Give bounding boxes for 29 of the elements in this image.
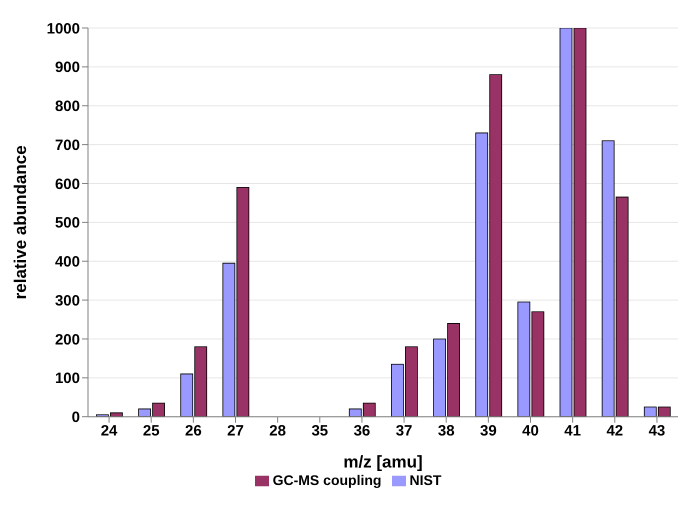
x-tick-label: 25: [142, 422, 160, 440]
y-tick-label: 800: [54, 98, 80, 116]
x-tick-label: 35: [311, 422, 328, 440]
y-tick-label: 600: [54, 176, 80, 193]
x-axis-title: m/z [amu]: [343, 452, 423, 472]
x-tick-label: 37: [396, 422, 412, 440]
x-tick-label: 40: [522, 422, 539, 440]
legend-label: NIST: [410, 472, 442, 488]
x-tick-label: 26: [185, 422, 202, 440]
x-tick-label: 24: [100, 422, 118, 440]
y-tick-label: 1000: [46, 20, 80, 38]
x-tick-label: 38: [438, 422, 455, 440]
y-tick-label: 500: [54, 214, 80, 232]
y-tick-label: 300: [54, 292, 80, 310]
y-tick-label: 700: [54, 136, 80, 154]
y-axis-title: relative abundance: [11, 145, 30, 300]
x-tick-label: 43: [648, 422, 666, 440]
x-tick-label: 39: [480, 422, 497, 440]
y-tick-label: 900: [54, 59, 80, 76]
y-tick-label: 0: [72, 409, 80, 426]
y-tick-label: 200: [54, 331, 80, 348]
y-tick-label: 400: [54, 254, 80, 271]
x-tick-label: 28: [269, 422, 286, 440]
x-tick-label: 42: [606, 422, 624, 440]
y-tick-label: 100: [54, 370, 80, 388]
x-tick-label: 36: [354, 422, 370, 440]
x-tick-label: 41: [564, 422, 581, 440]
legend-label: GC-MS coupling: [272, 472, 382, 488]
x-tick-label: 27: [227, 422, 244, 440]
